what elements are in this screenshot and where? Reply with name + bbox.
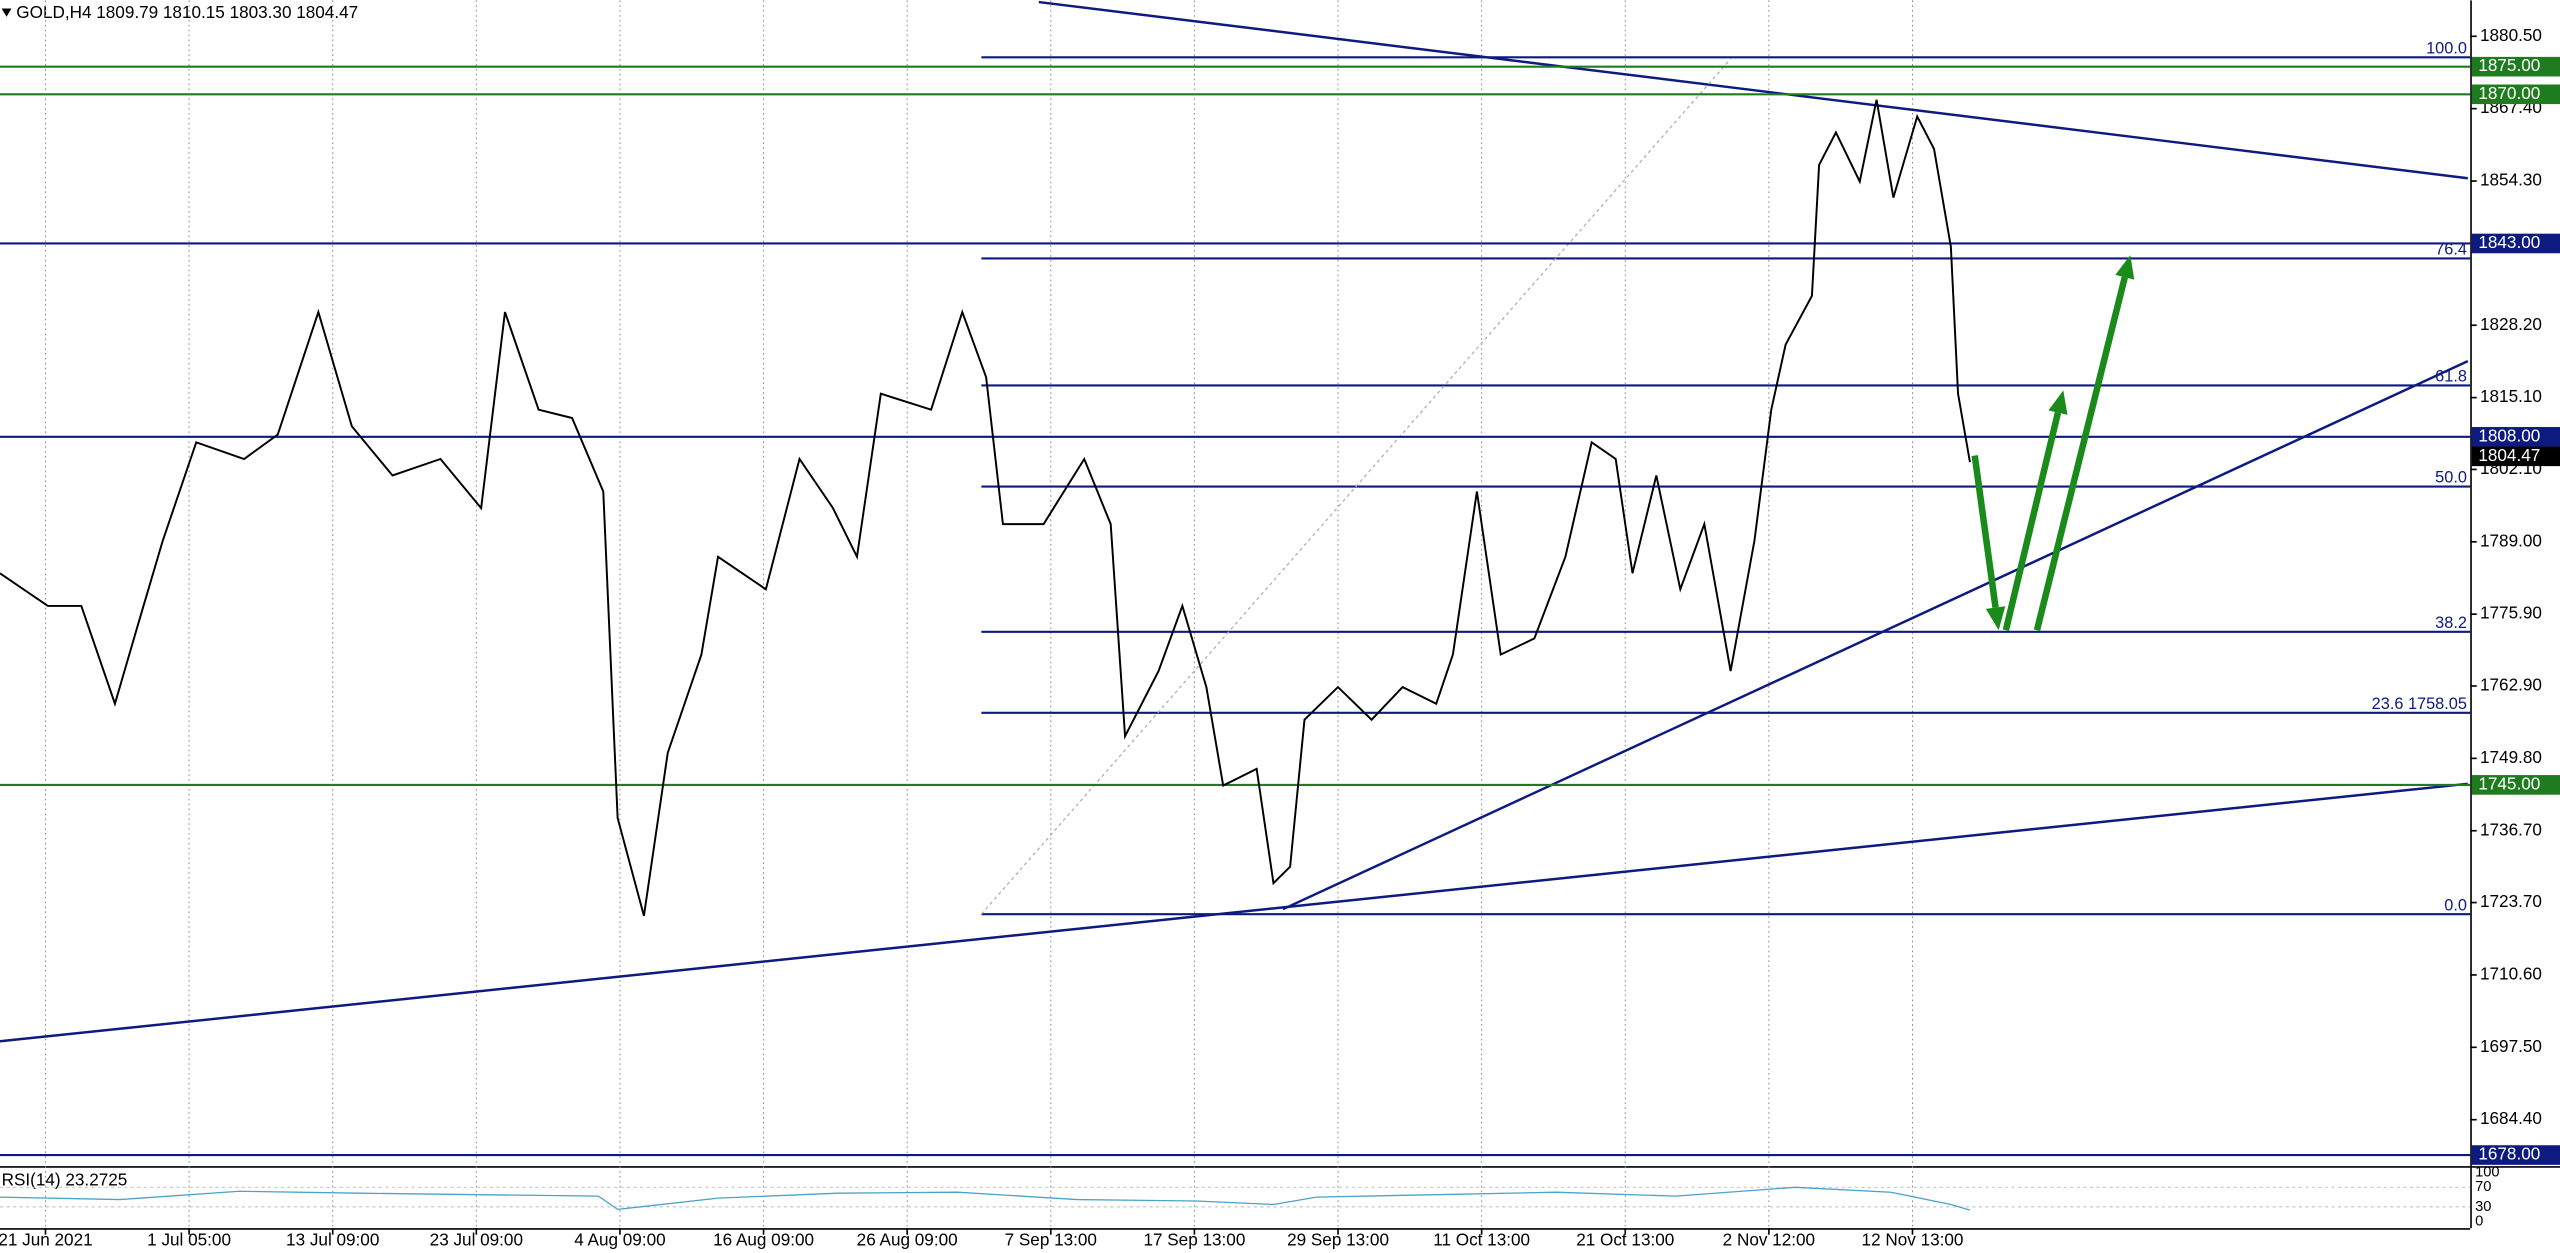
chart-title: GOLD,H4 1809.79 1810.15 1803.30 1804.47: [16, 2, 358, 22]
x-tick-label: 12 Nov 13:00: [1862, 1230, 1964, 1250]
rsi-tick-label: 100: [2475, 1164, 2500, 1180]
x-tick-label: 23 Jul 09:00: [430, 1230, 523, 1250]
x-tick-label: 16 Aug 09:00: [713, 1230, 814, 1250]
price-box-label: 1870.00: [2478, 83, 2540, 103]
collapse-icon[interactable]: [1, 8, 12, 17]
y-tick-label: 1828.20: [2480, 314, 2542, 334]
trendline: [1038, 0, 2468, 180]
trendline: [0, 782, 2468, 1043]
price-box-label: 1875.00: [2478, 55, 2540, 75]
y-tick-label: 1710.60: [2480, 963, 2542, 983]
fib-label: 61.8: [2435, 368, 2467, 386]
x-tick-label: 29 Sep 13:00: [1287, 1230, 1389, 1250]
y-tick-label: 1736.70: [2480, 819, 2542, 839]
x-tick-label: 26 Aug 09:00: [857, 1230, 958, 1250]
x-tick-label: 1 Jul 05:00: [147, 1230, 231, 1250]
fib-label: 76.4: [2435, 241, 2467, 259]
x-tick-label: 7 Sep 13:00: [1005, 1230, 1097, 1250]
price-box-label: 1678.00: [2478, 1144, 2540, 1164]
price-box: [2471, 427, 2560, 447]
fib-label: 50.0: [2435, 469, 2467, 487]
price-box: [2471, 446, 2560, 467]
fib-label: 38.2: [2435, 614, 2467, 632]
price-box: [2471, 775, 2560, 795]
rsi-tick-label: 30: [2475, 1199, 2491, 1215]
y-tick-label: 1762.90: [2480, 675, 2542, 695]
y-tick-label: 1723.70: [2480, 891, 2542, 911]
arrow-shaft: [2002, 411, 2062, 631]
rsi-title: RSI(14) 23.2725: [2, 1169, 128, 1189]
x-tick-label: 4 Aug 09:00: [574, 1230, 665, 1250]
y-tick-label: 1815.10: [2480, 386, 2542, 406]
fib-label: 0.0: [2444, 896, 2467, 914]
x-tick-label: 21 Oct 13:00: [1576, 1230, 1674, 1250]
x-tick-label: 21 Jun 2021: [0, 1230, 93, 1250]
price-box: [2471, 1145, 2560, 1165]
y-tick-label: 1854.30: [2480, 170, 2542, 190]
x-tick-label: 13 Jul 09:00: [286, 1230, 379, 1250]
trendline: [1282, 360, 2469, 911]
price-box-label: 1804.47: [2478, 445, 2540, 465]
price-box-label: 1745.00: [2478, 773, 2540, 793]
y-tick-label: 1684.40: [2480, 1108, 2542, 1128]
arrow-head: [2115, 255, 2135, 280]
y-tick-label: 1880.50: [2480, 25, 2542, 45]
price-box-label: 1843.00: [2478, 232, 2540, 252]
price-box-label: 1808.00: [2478, 425, 2540, 445]
rsi-tick-label: 70: [2475, 1179, 2491, 1195]
arrow-head: [2048, 390, 2068, 415]
rsi-line: [0, 1186, 1971, 1211]
price-line: [0, 99, 1971, 917]
fib-label: 23.6 1758.05: [2372, 695, 2467, 713]
y-tick-label: 1697.50: [2480, 1036, 2542, 1056]
arrow-shaft: [1971, 455, 1999, 608]
trendline: [980, 58, 1732, 915]
y-tick-label: 1775.90: [2480, 603, 2542, 623]
arrow-head: [1985, 606, 2006, 631]
arrow-shaft: [2033, 276, 2128, 631]
y-tick-label: 1749.80: [2480, 747, 2542, 767]
price-box: [2471, 84, 2560, 105]
y-tick-label: 1789.00: [2480, 530, 2542, 550]
rsi-tick-label: 0: [2475, 1213, 2483, 1229]
x-tick-label: 11 Oct 13:00: [1433, 1230, 1530, 1250]
price-box: [2471, 56, 2560, 77]
x-tick-label: 2 Nov 12:00: [1723, 1230, 1815, 1250]
price-box: [2471, 233, 2560, 254]
x-tick-label: 17 Sep 13:00: [1143, 1230, 1245, 1250]
fib-label: 100.0: [2426, 39, 2467, 57]
